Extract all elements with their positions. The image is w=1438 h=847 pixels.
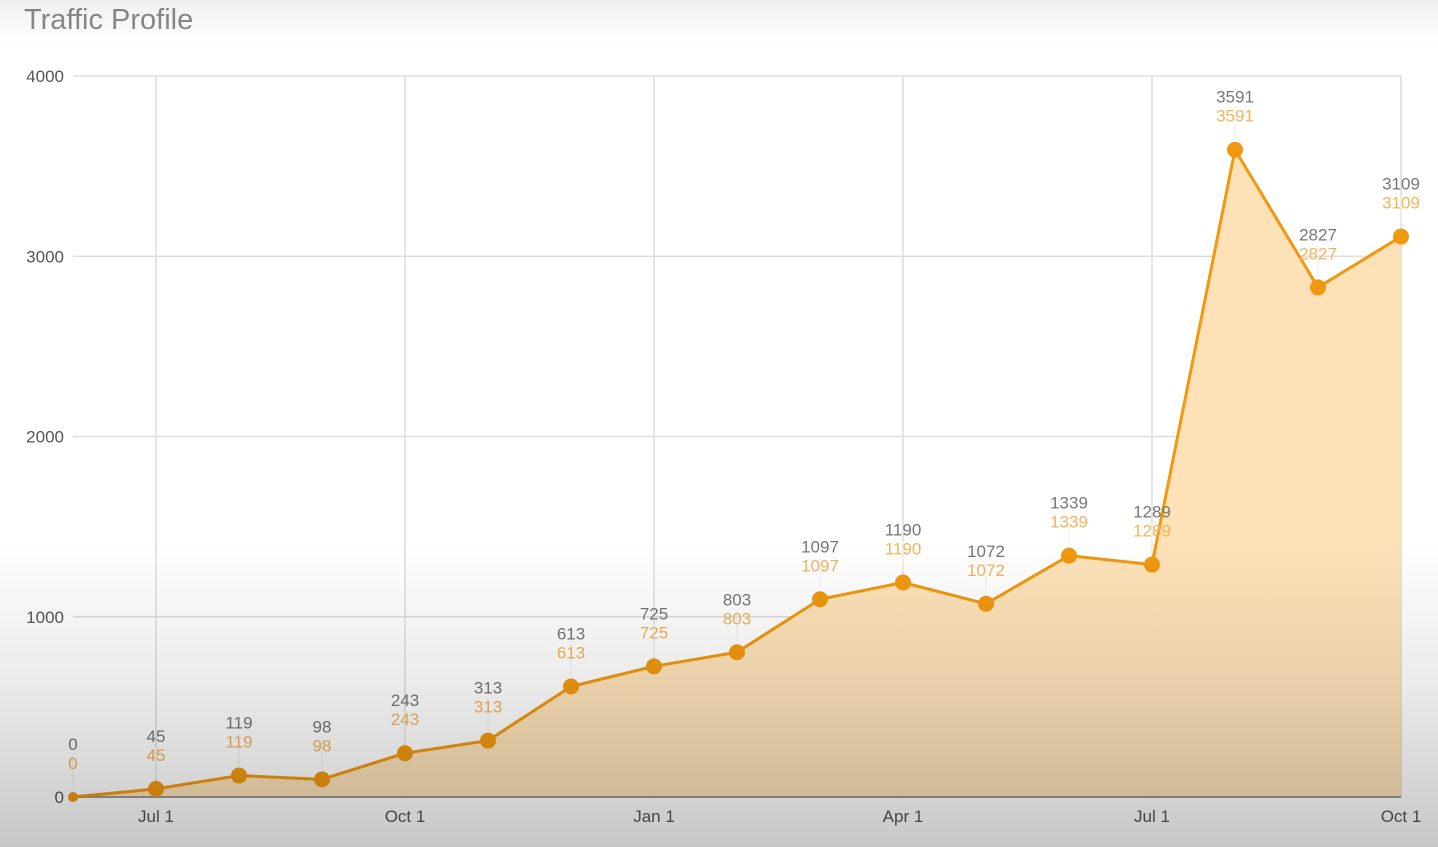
data-label: 2827 bbox=[1299, 225, 1337, 244]
data-point bbox=[1144, 556, 1160, 573]
data-label: 0 bbox=[68, 735, 77, 754]
data-label-secondary: 3591 bbox=[1216, 107, 1254, 126]
data-label: 1190 bbox=[885, 521, 922, 540]
y-tick-label: 2000 bbox=[26, 428, 64, 447]
data-point bbox=[397, 745, 413, 762]
data-label-secondary: 1289 bbox=[1133, 522, 1171, 541]
data-point bbox=[1061, 547, 1077, 564]
data-label: 613 bbox=[557, 625, 585, 644]
x-tick-label: Jan 1 bbox=[633, 807, 675, 826]
data-point bbox=[563, 678, 579, 695]
data-label-secondary: 1190 bbox=[885, 540, 922, 559]
data-label: 803 bbox=[723, 590, 751, 609]
data-label: 1289 bbox=[1133, 503, 1171, 522]
data-label: 119 bbox=[225, 714, 252, 733]
data-point bbox=[480, 732, 496, 749]
data-point bbox=[1393, 228, 1409, 245]
data-label-secondary: 0 bbox=[68, 754, 77, 773]
data-point bbox=[231, 767, 247, 784]
data-point bbox=[812, 591, 828, 608]
x-tick-label: Jul 1 bbox=[138, 807, 174, 826]
data-label: 1072 bbox=[967, 542, 1005, 561]
data-label-secondary: 243 bbox=[391, 710, 419, 729]
y-tick-label: 0 bbox=[55, 788, 64, 807]
data-label-secondary: 45 bbox=[147, 746, 166, 765]
data-label: 243 bbox=[391, 691, 419, 710]
data-label: 98 bbox=[313, 717, 332, 736]
data-label-secondary: 2827 bbox=[1299, 244, 1337, 263]
x-tick-label: Oct 1 bbox=[1381, 807, 1422, 826]
y-tick-label: 1000 bbox=[26, 608, 64, 627]
data-label: 725 bbox=[640, 604, 668, 623]
data-point bbox=[314, 771, 330, 788]
data-point bbox=[895, 574, 911, 591]
y-tick-label: 3000 bbox=[26, 247, 64, 266]
data-point bbox=[68, 792, 78, 802]
data-label-secondary: 1339 bbox=[1050, 513, 1088, 532]
data-label-secondary: 1072 bbox=[967, 561, 1005, 580]
data-label-secondary: 313 bbox=[474, 698, 502, 717]
data-label-secondary: 3109 bbox=[1382, 194, 1420, 213]
data-label: 1097 bbox=[801, 537, 839, 556]
data-point bbox=[1310, 279, 1326, 296]
data-label-secondary: 1097 bbox=[801, 556, 839, 575]
data-point bbox=[978, 595, 994, 612]
data-label-secondary: 119 bbox=[225, 733, 252, 752]
data-point bbox=[729, 644, 745, 661]
x-tick-label: Apr 1 bbox=[883, 807, 924, 826]
data-label-secondary: 98 bbox=[313, 736, 332, 755]
data-label-secondary: 725 bbox=[640, 623, 668, 642]
data-label: 45 bbox=[147, 727, 166, 746]
x-tick-label: Jul 1 bbox=[1134, 807, 1170, 826]
data-label: 3109 bbox=[1382, 175, 1420, 194]
data-label: 313 bbox=[474, 679, 502, 698]
data-label-secondary: 803 bbox=[723, 609, 751, 628]
data-label: 1339 bbox=[1050, 494, 1088, 513]
data-label-secondary: 613 bbox=[557, 644, 585, 663]
y-tick-label: 4000 bbox=[26, 67, 64, 86]
data-point bbox=[1227, 141, 1243, 158]
data-label: 3591 bbox=[1216, 88, 1254, 107]
x-tick-label: Oct 1 bbox=[385, 807, 426, 826]
data-point bbox=[148, 780, 164, 797]
area-fill bbox=[73, 149, 1401, 798]
data-point bbox=[646, 658, 662, 675]
chart-title: Traffic Profile bbox=[24, 4, 194, 36]
